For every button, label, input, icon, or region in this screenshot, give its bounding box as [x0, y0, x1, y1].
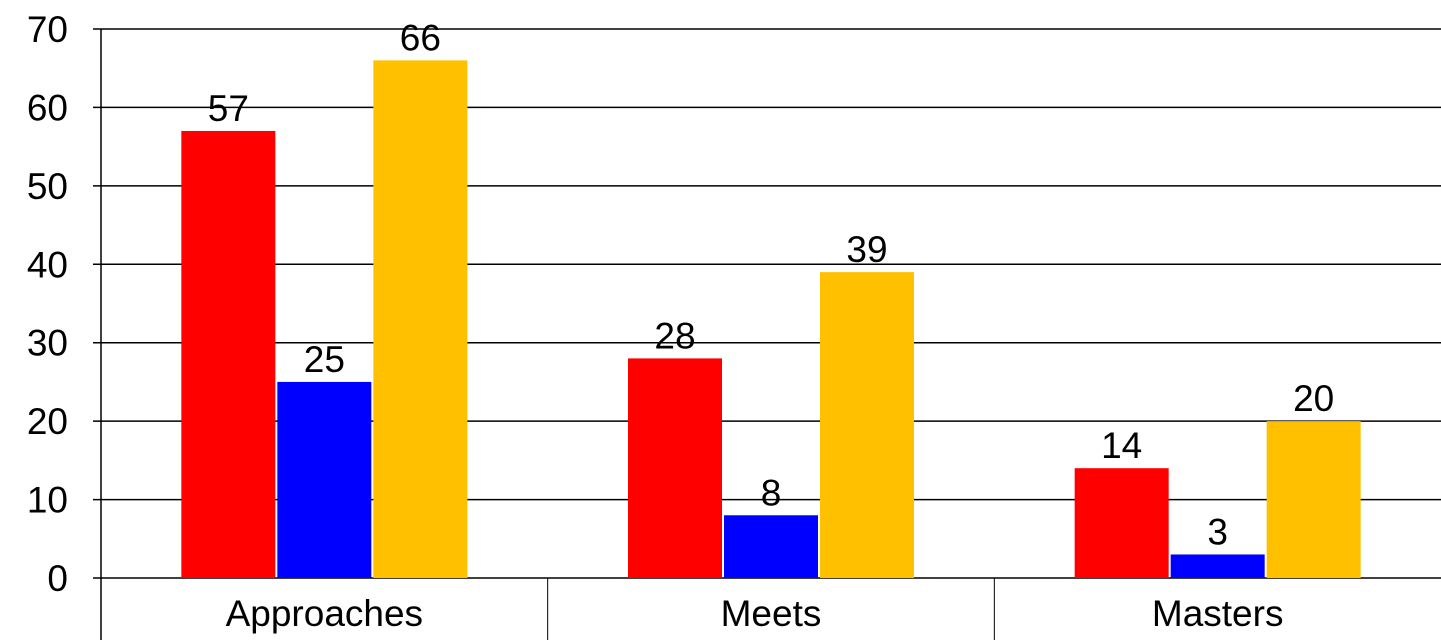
bar — [1170, 554, 1265, 578]
data-label: 14 — [1101, 425, 1142, 466]
x-category-label: Approaches — [226, 593, 423, 634]
x-category-label: Meets — [721, 593, 822, 634]
bar — [181, 130, 276, 578]
bar — [820, 272, 914, 578]
data-label: 57 — [208, 88, 249, 129]
bars — [181, 60, 1361, 578]
bar — [1074, 468, 1169, 578]
bar — [277, 381, 372, 578]
data-label: 20 — [1293, 378, 1334, 419]
data-label: 28 — [654, 315, 695, 356]
y-tick-label: 30 — [27, 323, 68, 364]
data-label: 3 — [1207, 511, 1228, 552]
axes: 0 10 20 30 40 50 60 70 Approaches Meets Masters — [27, 9, 1284, 640]
bar — [724, 515, 818, 578]
data-label: 8 — [761, 472, 782, 513]
data-label: 25 — [304, 339, 345, 380]
data-label: 39 — [846, 229, 887, 270]
data-label: 66 — [400, 17, 441, 58]
y-tick-label: 60 — [27, 87, 68, 128]
x-category-label: Masters — [1152, 593, 1284, 634]
bar — [373, 60, 468, 578]
y-tick-label: 10 — [27, 480, 68, 521]
y-tick-label: 70 — [27, 9, 68, 50]
bar — [1266, 421, 1361, 578]
y-tick-label: 50 — [27, 166, 68, 207]
bar — [628, 358, 722, 578]
y-tick-label: 0 — [47, 558, 68, 599]
y-tick-label: 40 — [27, 244, 68, 285]
data-labels: 57 25 66 28 8 39 14 3 20 — [208, 17, 1334, 552]
y-tick-label: 20 — [27, 401, 68, 442]
